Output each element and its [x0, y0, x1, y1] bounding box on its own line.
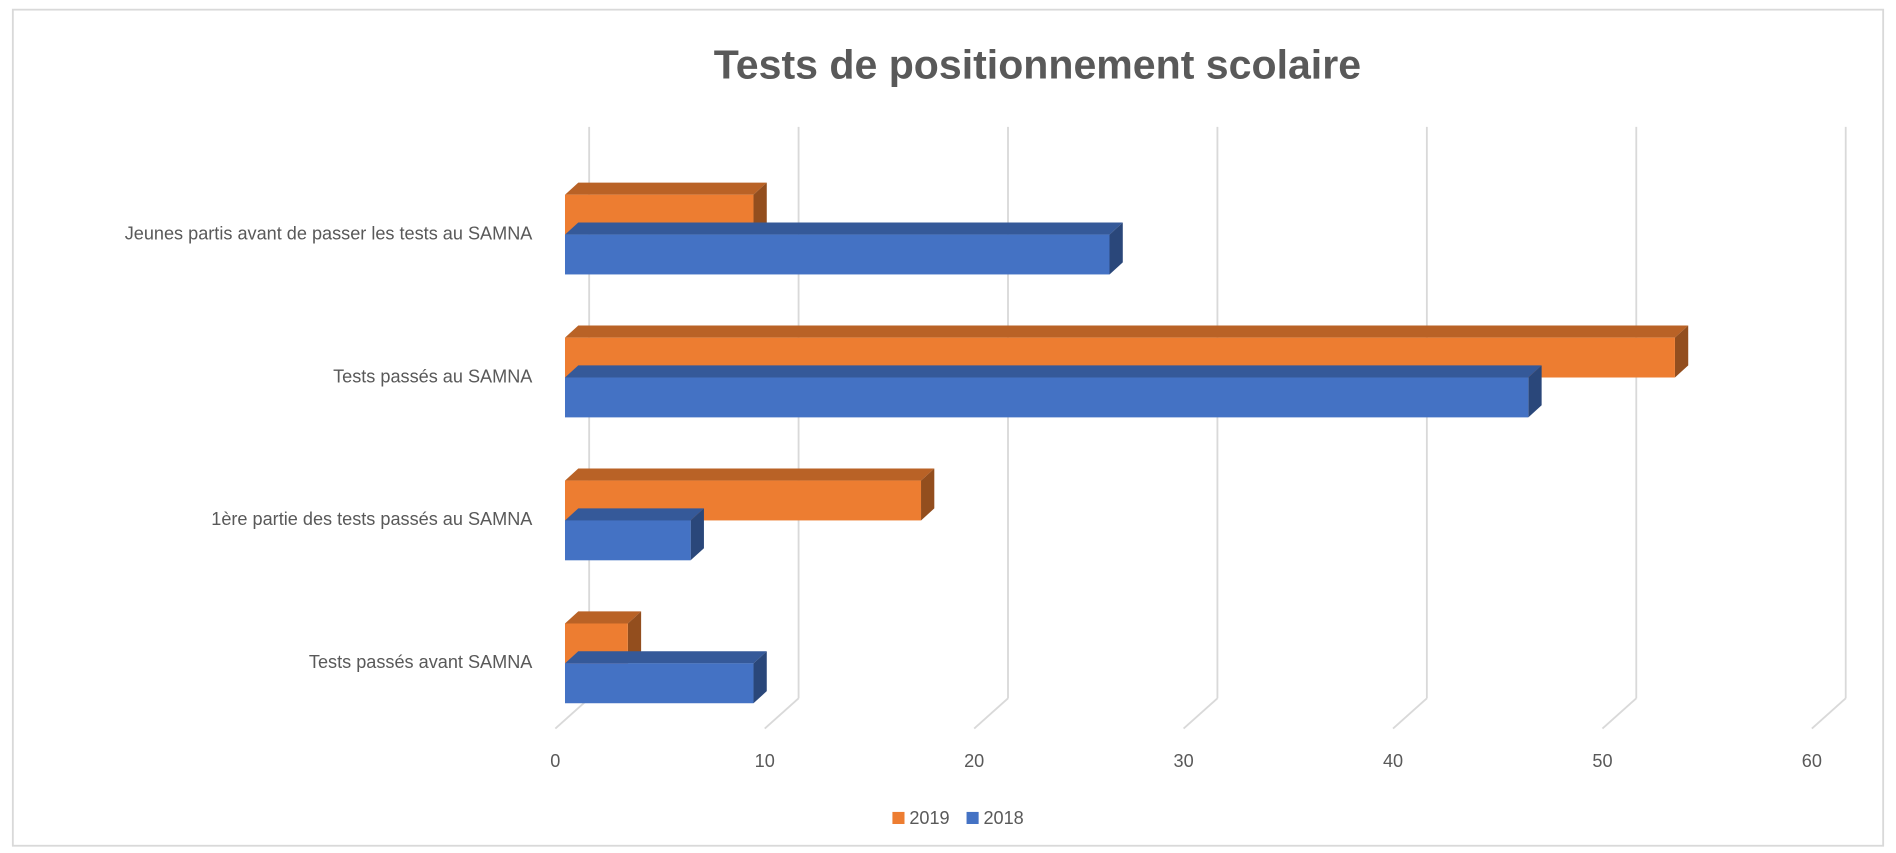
bar [564, 520, 691, 561]
grid-floor-line [554, 697, 590, 730]
bar-side-face [627, 611, 642, 664]
bar-top-face [564, 468, 935, 481]
bar-top-face [564, 651, 767, 664]
bar-top-face [564, 182, 767, 195]
legend-swatch [892, 811, 905, 825]
bar-top-face [564, 365, 1542, 378]
grid-floor-line [1601, 697, 1637, 730]
category-label: Jeunes partis avant de passer les tests … [125, 223, 534, 243]
chart-border [11, 8, 1885, 847]
chart-title: Tests de positionnement scolaire [714, 42, 1361, 88]
x-tick-label: 50 [1592, 751, 1612, 771]
bar-side-face [1109, 222, 1123, 275]
grid-floor-line [1811, 697, 1847, 730]
grid-floor-line [764, 697, 800, 730]
bar-side-face [753, 651, 767, 704]
category-label: Tests passés au SAMNA [333, 366, 533, 386]
x-tick-label: 10 [755, 751, 775, 771]
category-label: Tests passés avant SAMNA [309, 652, 533, 672]
bar [564, 234, 1110, 275]
bar-side-face [921, 468, 935, 521]
bar-top-face [564, 508, 704, 521]
x-tick-label: 60 [1802, 751, 1822, 771]
legend-label: 2018 [983, 808, 1023, 828]
legend-label: 2019 [909, 808, 949, 828]
bar [564, 663, 754, 704]
bar-top-face [564, 611, 642, 624]
x-tick-label: 30 [1174, 751, 1194, 771]
grid-floor-line [973, 697, 1009, 730]
bar-top-face [564, 325, 1689, 338]
bar [564, 377, 1529, 418]
bar-side-face [1528, 365, 1542, 418]
grid-floor-line [1392, 697, 1428, 730]
grid-floor-line [1182, 697, 1219, 730]
x-tick-label: 40 [1383, 751, 1403, 771]
x-tick-label: 0 [550, 751, 560, 771]
bar-side-face [690, 508, 704, 561]
bar-side-face [1674, 325, 1689, 378]
legend-swatch [966, 811, 979, 825]
bar-top-face [564, 222, 1123, 235]
x-tick-label: 20 [964, 751, 984, 771]
category-label: 1ère partie des tests passés au SAMNA [211, 509, 533, 529]
bar-side-face [753, 182, 767, 235]
